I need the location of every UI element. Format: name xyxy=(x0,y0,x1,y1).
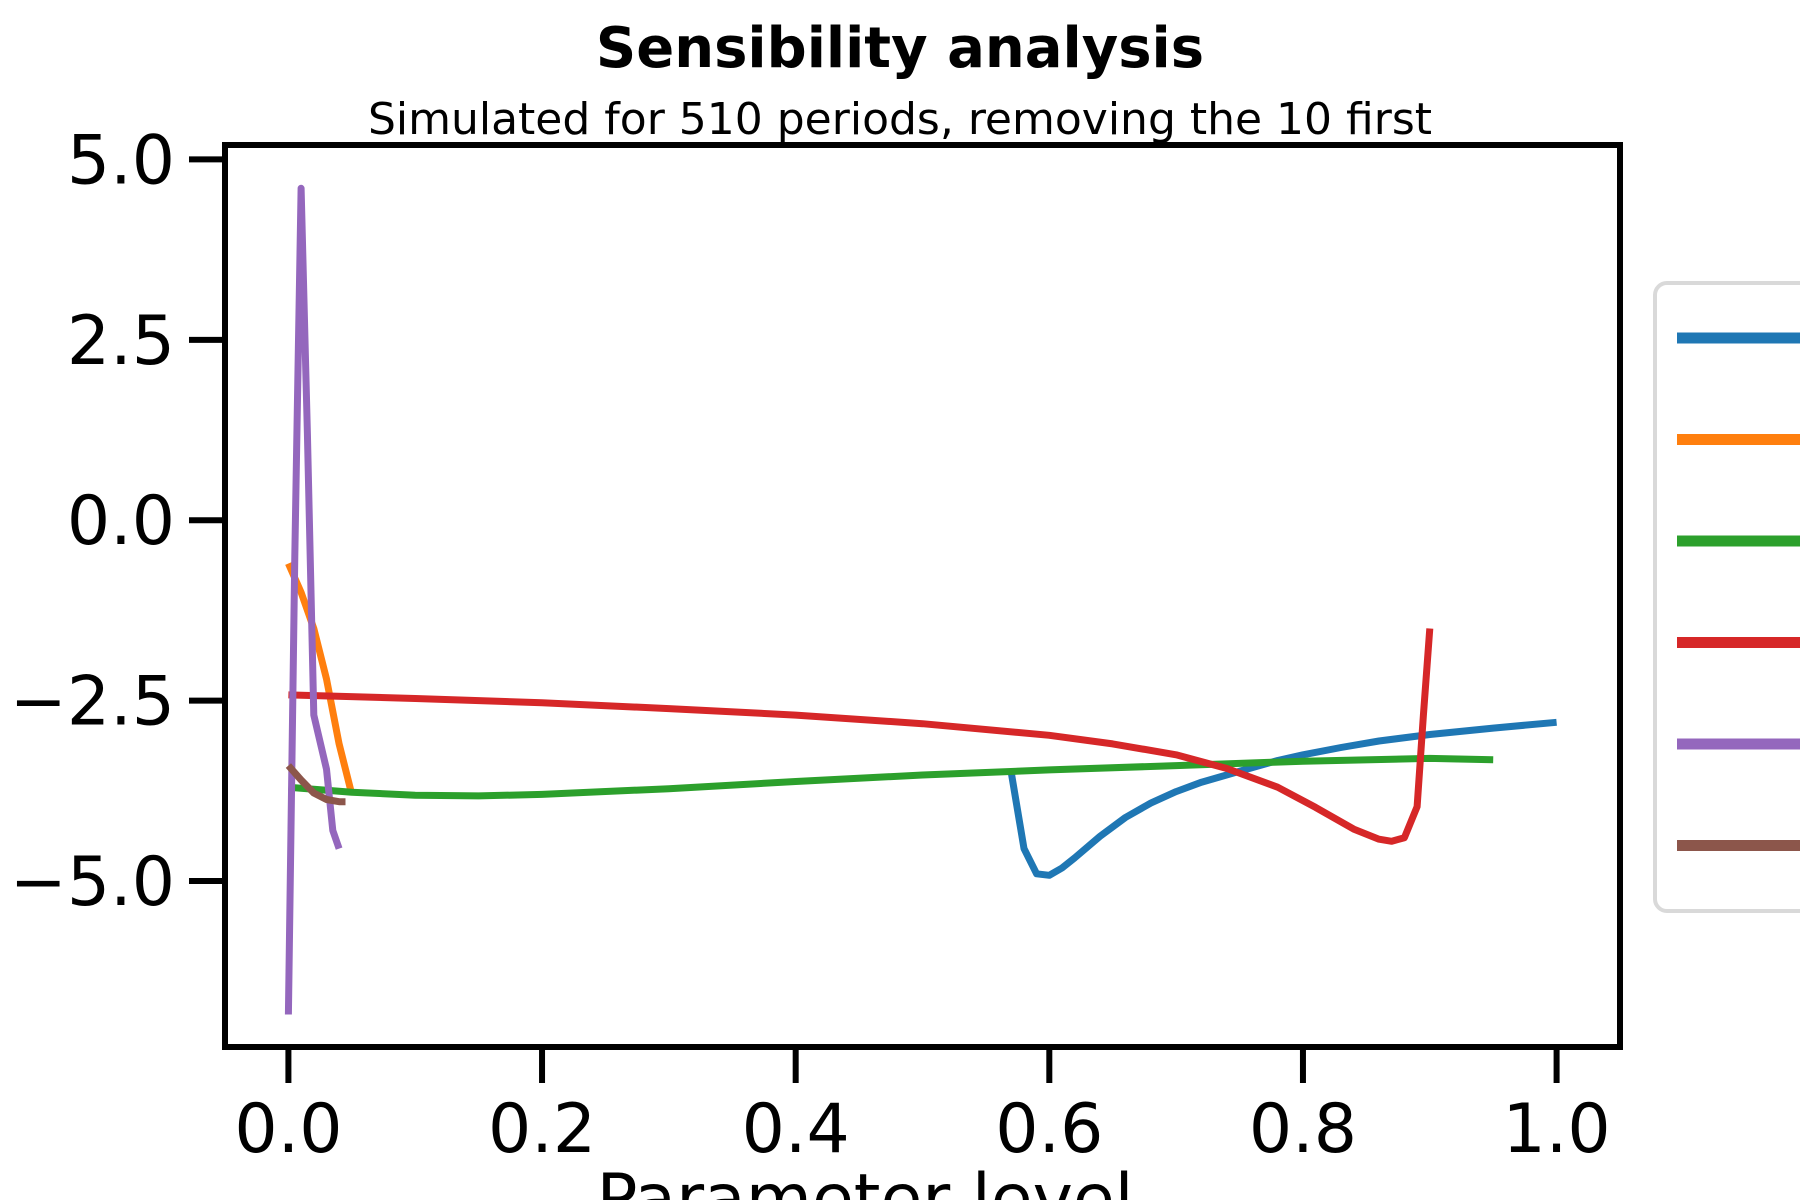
y-tick-label: −2.5 xyxy=(10,663,175,742)
series-line-2 xyxy=(285,562,356,796)
y-tick-label: 0.0 xyxy=(67,482,175,561)
series-line-1 xyxy=(1007,718,1557,879)
x-tick-label: 0.0 xyxy=(234,1090,342,1169)
y-tick-label: 2.5 xyxy=(67,302,175,381)
legend xyxy=(1653,281,1800,913)
x-axis: 0.0 0.2 0.4 0.6 0.8 1.0 xyxy=(234,1047,1611,1169)
chart-title: Sensibility analysis xyxy=(596,16,1204,81)
legend-box xyxy=(1653,281,1800,913)
y-axis: 5.0 2.5 0.0 −2.5 −5.0 xyxy=(10,121,225,922)
series-line-5 xyxy=(284,184,343,1015)
x-tick-label: 0.8 xyxy=(1249,1090,1357,1169)
y-tick-label: 5.0 xyxy=(67,121,175,200)
series-line-6 xyxy=(285,763,346,806)
y-tick-label: −5.0 xyxy=(10,843,175,922)
series-layer xyxy=(284,184,1557,1015)
x-tick-label: 0.4 xyxy=(742,1090,850,1169)
series-line-3 xyxy=(288,754,1494,800)
plot-frame xyxy=(222,142,1623,1050)
x-axis-label: Parameter level xyxy=(596,1160,1133,1200)
x-tick-label: 0.6 xyxy=(995,1090,1103,1169)
x-tick-label: 1.0 xyxy=(1503,1090,1611,1169)
x-tick-label: 0.2 xyxy=(488,1090,596,1169)
chart-subtitle: Simulated for 510 periods, removing the … xyxy=(368,94,1432,145)
series-line-4 xyxy=(288,628,1434,845)
